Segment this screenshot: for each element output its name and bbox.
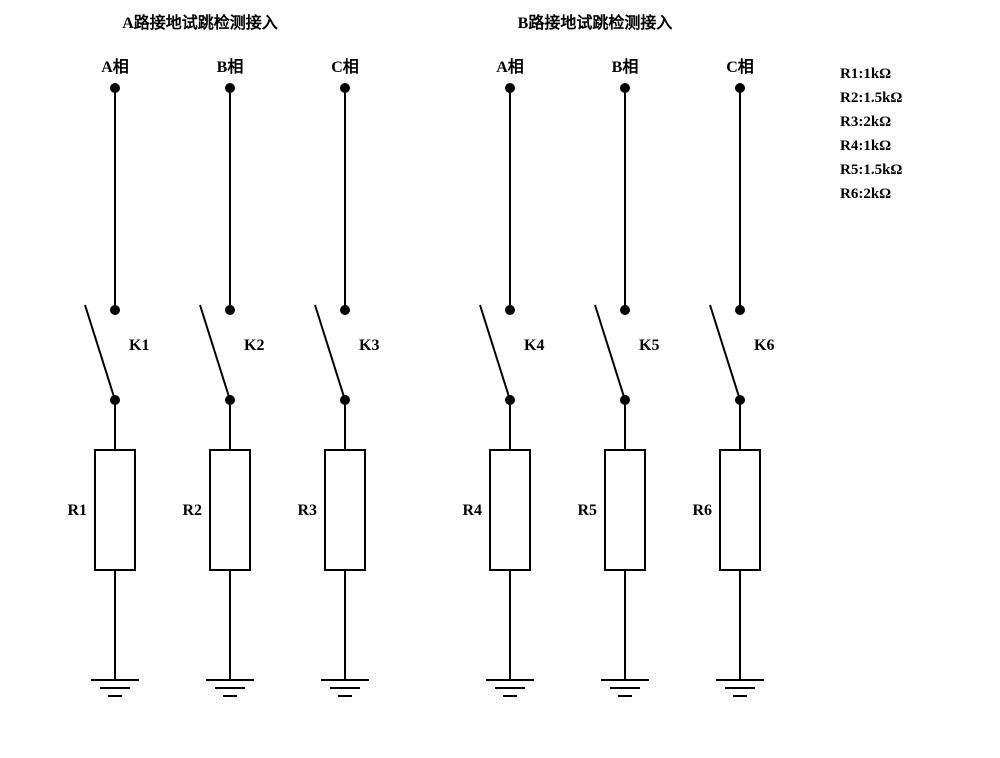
resistor [720, 450, 760, 570]
switch-upper-node [620, 305, 630, 315]
group-title: B路接地试跳检测接入 [518, 13, 673, 32]
legend-item: R1:1kΩ [840, 66, 891, 82]
resistor-label: R4 [462, 502, 482, 519]
switch-label: K1 [129, 337, 149, 354]
switch-label: K2 [244, 337, 264, 354]
switch-label: K3 [359, 337, 379, 354]
switch-upper-node [735, 305, 745, 315]
phase-label: B相 [217, 57, 244, 76]
phase-label: C相 [726, 57, 754, 76]
switch-label: K4 [524, 337, 544, 354]
resistor [325, 450, 365, 570]
switch-upper-node [110, 305, 120, 315]
legend-item: R5:1.5kΩ [840, 162, 902, 178]
resistor [210, 450, 250, 570]
resistor [95, 450, 135, 570]
group-title: A路接地试跳检测接入 [122, 13, 278, 32]
legend-item: R4:1kΩ [840, 138, 891, 154]
circuit-diagram: A路接地试跳检测接入 A相 K1 R1 B相 K2 R2 C相 K3 R3 B路接地试跳检测接入 A相… [0, 0, 1000, 758]
resistor [605, 450, 645, 570]
legend-item: R2:1.5kΩ [840, 90, 902, 106]
phase-label: C相 [331, 57, 359, 76]
switch-upper-node [340, 305, 350, 315]
switch-upper-node [225, 305, 235, 315]
resistor-label: R5 [577, 502, 597, 519]
resistor-label: R6 [692, 502, 712, 519]
phase-label: B相 [612, 57, 639, 76]
phase-label: A相 [496, 57, 524, 76]
phase-label: A相 [101, 57, 129, 76]
resistor-label: R2 [182, 502, 202, 519]
switch-label: K6 [754, 337, 774, 354]
switch-upper-node [505, 305, 515, 315]
resistor-label: R3 [297, 502, 317, 519]
resistor-label: R1 [67, 502, 87, 519]
legend-item: R3:2kΩ [840, 114, 891, 130]
legend-item: R6:2kΩ [840, 186, 891, 202]
switch-label: K5 [639, 337, 659, 354]
resistor [490, 450, 530, 570]
